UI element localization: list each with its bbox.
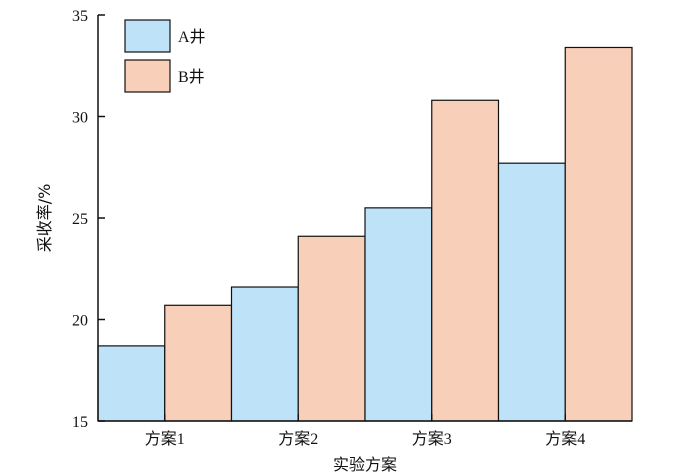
y-tick-label: 35 bbox=[72, 8, 88, 25]
bar-a-4 bbox=[497, 162, 566, 422]
x-ticks-group: 方案1 方案2 方案3 方案4 bbox=[145, 414, 585, 448]
bar-b-4 bbox=[564, 46, 633, 422]
bar-a-1 bbox=[97, 345, 166, 422]
x-axis-title: 实验方案 bbox=[333, 455, 397, 474]
x-tick-label: 方案2 bbox=[278, 430, 318, 448]
x-tick-label: 方案3 bbox=[412, 430, 452, 448]
y-tick-label: 30 bbox=[72, 110, 88, 127]
bar-b-3 bbox=[431, 99, 500, 422]
legend-label-b: B井 bbox=[178, 68, 205, 86]
legend-label-a: A井 bbox=[178, 28, 206, 46]
legend-swatch-b bbox=[124, 59, 171, 93]
bar-b-1 bbox=[164, 304, 233, 422]
bar-a-2 bbox=[230, 286, 299, 422]
x-tick-label: 方案4 bbox=[545, 430, 585, 448]
y-axis-title: 采收率/% bbox=[35, 184, 54, 253]
y-tick-label: 25 bbox=[72, 211, 88, 228]
y-tick-label: 20 bbox=[72, 313, 88, 330]
bar-a-3 bbox=[364, 207, 433, 422]
x-tick-label: 方案1 bbox=[145, 430, 185, 448]
y-tick-label: 15 bbox=[72, 414, 88, 431]
legend: A井 B井 bbox=[124, 19, 206, 93]
bar-b-2 bbox=[297, 235, 366, 422]
y-ticks-group: 15 20 25 30 35 bbox=[72, 8, 105, 431]
bars-group bbox=[97, 46, 633, 422]
legend-swatch-a bbox=[124, 19, 171, 53]
